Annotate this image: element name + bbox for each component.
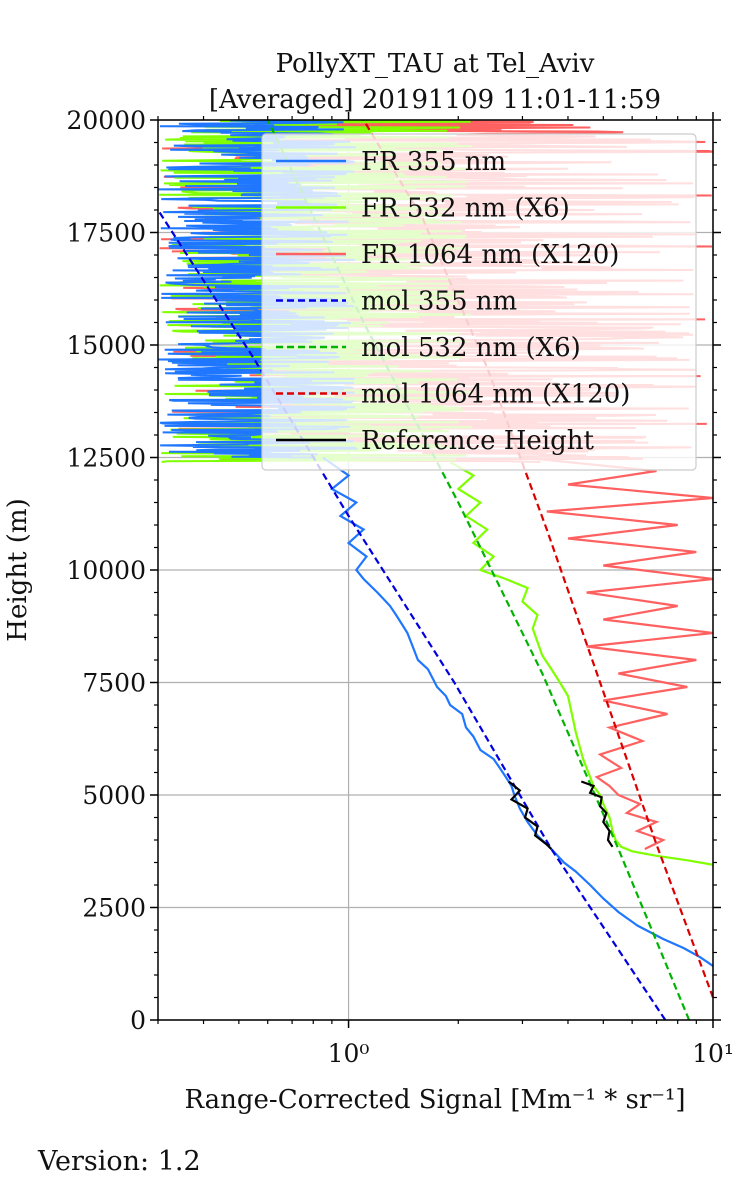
chart-title: PollyXT_TAU at Tel_Aviv xyxy=(276,49,595,79)
legend-label: mol 532 nm (X6) xyxy=(361,333,581,363)
chart-subtitle: [Averaged] 20191109 11:01-11:59 xyxy=(209,85,661,115)
y-tick-label: 0 xyxy=(130,1006,146,1035)
x-tick-label: 10¹ xyxy=(692,1039,734,1068)
axis-ticks: 0 2500 5000 7500 10000 12500 15000 17500 20000 10… xyxy=(66,106,733,1068)
y-tick-label: 17500 xyxy=(66,219,146,248)
y-tick-label: 7500 xyxy=(82,669,146,698)
series-line xyxy=(158,209,667,1020)
version-label: Version: 1.2 xyxy=(38,1146,201,1177)
series-line xyxy=(449,461,713,866)
y-tick-label: 2500 xyxy=(82,894,146,923)
series-lines xyxy=(158,120,713,1020)
y-axis-label: Height (m) xyxy=(3,498,33,641)
legend-label: FR 532 nm (X6) xyxy=(361,194,570,224)
legend-label: mol 1064 nm (X120) xyxy=(361,380,630,410)
series-line xyxy=(322,456,713,967)
y-tick-label: 5000 xyxy=(82,781,146,810)
x-tick-label: 10⁰ xyxy=(328,1039,370,1068)
series-line xyxy=(580,780,614,848)
y-tick-label: 15000 xyxy=(66,331,146,360)
series-line xyxy=(522,456,713,850)
legend-frame xyxy=(261,133,697,471)
y-tick-label: 20000 xyxy=(66,106,146,135)
legend-label: FR 355 nm xyxy=(361,147,506,177)
y-tick-label: 12500 xyxy=(66,444,146,473)
y-tick-label: 10000 xyxy=(66,556,146,585)
series-line xyxy=(508,780,553,850)
legend: FR 355 nm FR 532 nm (X6) FR 1064 nm (X120)… xyxy=(261,133,697,471)
legend-label: mol 355 nm xyxy=(361,287,517,317)
legend-label: FR 1064 nm (X120) xyxy=(361,240,619,270)
legend-label: Reference Height xyxy=(361,426,595,456)
x-axis-label: Range-Corrected Signal [Mm⁻¹ * sr⁻¹] xyxy=(184,1085,685,1115)
